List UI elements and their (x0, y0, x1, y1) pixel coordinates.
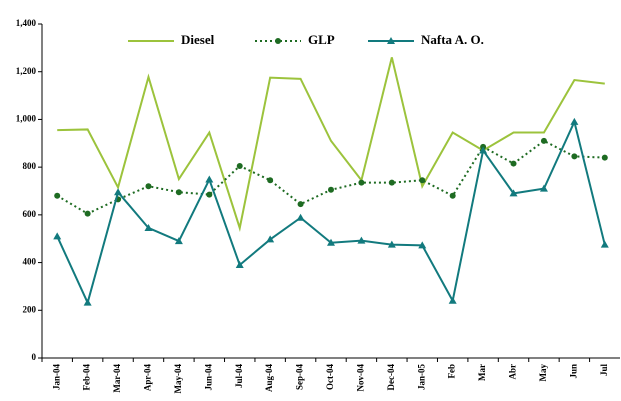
x-tick-label: Jun-04 (203, 364, 213, 391)
marker (296, 213, 305, 221)
x-tick-label: Apr-04 (143, 364, 153, 392)
marker (601, 154, 608, 161)
marker (510, 160, 517, 167)
x-tick-label: Nov-04 (355, 364, 365, 392)
x-tick-label: Dec-04 (386, 364, 396, 391)
marker (357, 236, 366, 244)
x-tick-label: Jul-04 (234, 364, 244, 389)
marker (53, 232, 62, 240)
x-tick-label: Jul (599, 364, 609, 377)
y-tick-label: 1,000 (16, 113, 37, 123)
legend-label: GLP (308, 32, 335, 47)
marker (84, 210, 91, 217)
series-line (57, 57, 605, 232)
y-tick-label: 400 (23, 257, 37, 267)
marker (145, 183, 152, 190)
marker (419, 177, 426, 184)
marker (174, 237, 183, 245)
x-tick-label: May (538, 364, 548, 382)
series-line (56, 139, 605, 215)
marker (358, 179, 365, 186)
x-tick-label: Jan-04 (51, 364, 61, 391)
marker (205, 175, 214, 183)
x-tick-label: Mar (477, 364, 487, 381)
y-tick-label: 1,200 (16, 66, 37, 76)
marker (539, 184, 548, 192)
marker (175, 189, 182, 196)
marker (448, 296, 457, 304)
series-line (56, 118, 606, 306)
marker (114, 188, 123, 196)
marker (479, 146, 488, 154)
marker (600, 240, 609, 248)
x-tick-label: Aug-04 (264, 364, 274, 393)
x-tick-label: Feb-04 (82, 364, 92, 391)
marker (206, 191, 213, 198)
marker (540, 137, 547, 144)
y-tick-label: 200 (23, 304, 37, 314)
marker (327, 238, 335, 246)
legend-label: Nafta A. O. (421, 32, 484, 47)
marker (236, 162, 243, 169)
legend-marker (387, 37, 395, 44)
marker (449, 192, 456, 199)
marker (54, 192, 61, 199)
marker (509, 189, 518, 197)
legend-label: Diesel (181, 32, 215, 47)
marker (388, 179, 395, 186)
marker (235, 260, 244, 268)
y-tick-label: 600 (23, 209, 37, 219)
x-tick-label: Abr (508, 364, 518, 380)
marker (83, 298, 92, 306)
marker (266, 235, 275, 243)
marker (267, 177, 274, 184)
marker (418, 241, 427, 249)
y-tick-label: 1,400 (16, 18, 37, 28)
marker (387, 240, 396, 248)
x-tick-label: Jun (568, 364, 578, 379)
y-tick-label: 800 (23, 161, 37, 171)
x-tick-label: May-04 (173, 364, 183, 394)
x-tick-label: Sep-04 (295, 364, 305, 391)
x-tick-label: Oct-04 (325, 364, 335, 390)
marker (571, 153, 578, 160)
legend-marker (275, 38, 281, 44)
marker (144, 223, 153, 231)
marker (570, 117, 579, 125)
x-tick-label: Jan-05 (416, 364, 426, 391)
marker (328, 186, 334, 193)
marker (297, 201, 304, 208)
x-tick-label: Mar-04 (112, 364, 122, 393)
y-tick-label: 0 (32, 352, 37, 362)
x-tick-label: Feb (447, 364, 457, 379)
